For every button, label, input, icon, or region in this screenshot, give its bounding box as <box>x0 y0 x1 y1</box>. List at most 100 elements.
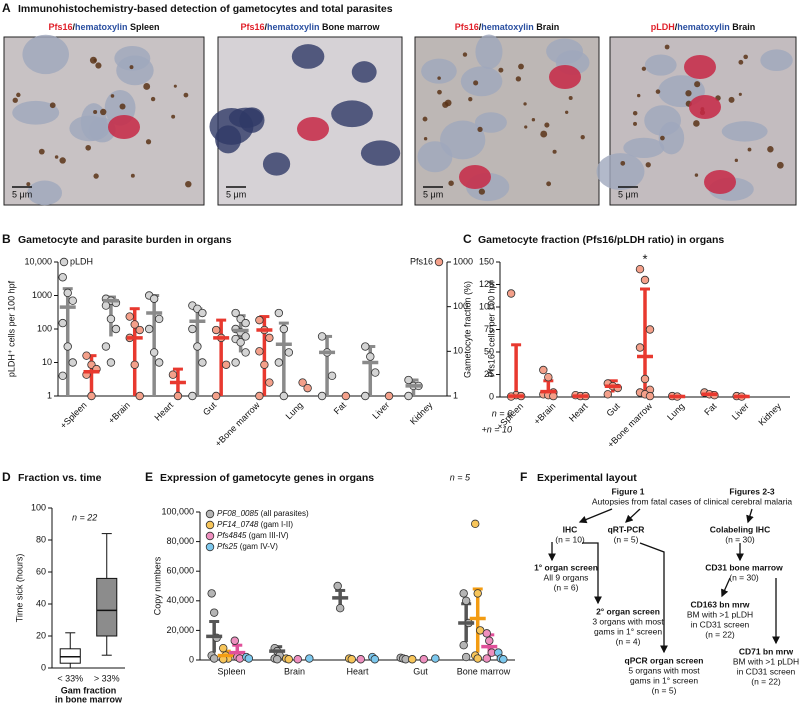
data-point <box>482 654 491 663</box>
organ: Brain <box>534 22 560 32</box>
annotation: +n = 10 <box>481 424 512 434</box>
pigment <box>143 83 151 90</box>
nucleus <box>440 120 486 160</box>
pigment <box>444 99 452 107</box>
data-point <box>198 308 207 318</box>
layout-node: BM with >1 pLDH <box>687 609 753 619</box>
pigment <box>129 65 134 70</box>
y-tick-label: 10 <box>453 346 463 356</box>
stain: Pfs16 <box>240 22 264 32</box>
layout-node: (n = 4) <box>616 636 641 646</box>
y-tick-label: 60 <box>36 566 46 576</box>
data-point <box>198 358 207 367</box>
data-point <box>255 315 264 325</box>
x-tick-label: +Brain <box>532 401 558 427</box>
data-point <box>265 378 274 387</box>
layout-node: BM with >1 pLDH <box>733 656 799 666</box>
y-tick-label: 0 <box>41 662 46 672</box>
data-point <box>371 368 380 377</box>
data-point <box>461 652 471 662</box>
y-tick-label: 50 <box>484 346 494 356</box>
data-point <box>154 358 164 367</box>
pigment <box>693 120 700 127</box>
pigment <box>743 54 748 60</box>
x-tick-label: Brain <box>284 666 305 676</box>
data-point <box>347 655 356 664</box>
data-point <box>640 275 650 285</box>
counterstain: hematoxylin <box>481 22 534 32</box>
y-axis-label: Time sick (hours) <box>14 554 24 623</box>
organ: Bone marrow <box>320 22 381 32</box>
pigment <box>568 95 573 100</box>
chart-title: Gametocyte and parasite burden in organs <box>18 234 232 246</box>
gene-name: Pfs4845 <box>217 531 247 540</box>
data-point <box>58 318 67 328</box>
data-point <box>603 390 612 399</box>
legend-label: pLDH <box>70 256 93 266</box>
legend-label: Pfs25 (gam IV-V) <box>217 542 278 551</box>
legend-label: PF08_0085 (all parasites) <box>217 509 309 518</box>
layout-node: gams in 1° screen <box>594 626 662 636</box>
layout-node: (n = 5) <box>652 685 677 695</box>
y-tick-label: 20,000 <box>166 625 194 635</box>
data-point <box>241 348 250 357</box>
data-point <box>68 296 77 305</box>
gene-note: (gam I-II) <box>258 520 293 529</box>
scale-label: 5 μm <box>618 189 638 199</box>
pigment <box>552 149 557 154</box>
layout-node: in CD31 screen <box>691 619 750 629</box>
nucleus <box>475 34 503 70</box>
data-point <box>461 596 471 605</box>
y-tick-label: 1000 <box>453 256 473 266</box>
pigment <box>767 146 774 153</box>
data-point <box>317 391 327 401</box>
y-tick-label: 0 <box>489 391 494 401</box>
stained-cell <box>704 170 736 194</box>
x-tick-label: +Brain <box>106 400 132 426</box>
organ: Spleen <box>128 22 160 32</box>
layout-node: (n = 10) <box>555 534 585 544</box>
data-point <box>485 636 494 645</box>
nucleus <box>546 38 584 65</box>
data-point <box>58 273 67 282</box>
pigment <box>776 161 784 169</box>
data-point <box>274 308 284 318</box>
pigment <box>580 134 585 140</box>
data-point <box>459 589 468 598</box>
pigment <box>694 81 701 88</box>
nucleus <box>69 115 110 142</box>
pigment <box>632 110 638 116</box>
layout-node: Colabeling IHC <box>710 524 770 534</box>
x-tick-label: Liver <box>370 400 391 421</box>
panel-letter: A <box>2 1 11 15</box>
nucleus <box>421 58 457 84</box>
pigment <box>145 139 152 145</box>
data-point <box>544 373 553 382</box>
data-point <box>63 342 72 351</box>
data-point <box>327 371 337 381</box>
layout-node: Autopsies from fatal cases of clinical c… <box>592 496 793 506</box>
pigment <box>645 162 651 168</box>
annotation: n = 5 <box>450 472 471 482</box>
data-point <box>419 655 428 664</box>
panel-letter: B <box>2 232 11 246</box>
y-tick-label: 60,000 <box>166 566 194 576</box>
data-point <box>241 332 250 341</box>
data-point <box>370 655 380 664</box>
pigment <box>59 157 66 164</box>
y-tick-label: 40 <box>36 598 46 608</box>
pigment <box>12 97 18 103</box>
separator: / <box>72 22 75 32</box>
stained-cell <box>549 65 581 89</box>
data-point <box>149 294 159 303</box>
nucleus <box>721 121 768 142</box>
x-tick-label: > 33% <box>94 673 120 683</box>
layout-node: 2° organ screen <box>596 606 660 616</box>
separator: / <box>675 22 678 32</box>
pigment <box>655 89 661 94</box>
y-axis-label: Copy numbers <box>152 556 162 615</box>
layout-node: qPCR organ screen <box>625 655 704 665</box>
pigment <box>93 109 98 115</box>
data-point <box>317 332 327 341</box>
